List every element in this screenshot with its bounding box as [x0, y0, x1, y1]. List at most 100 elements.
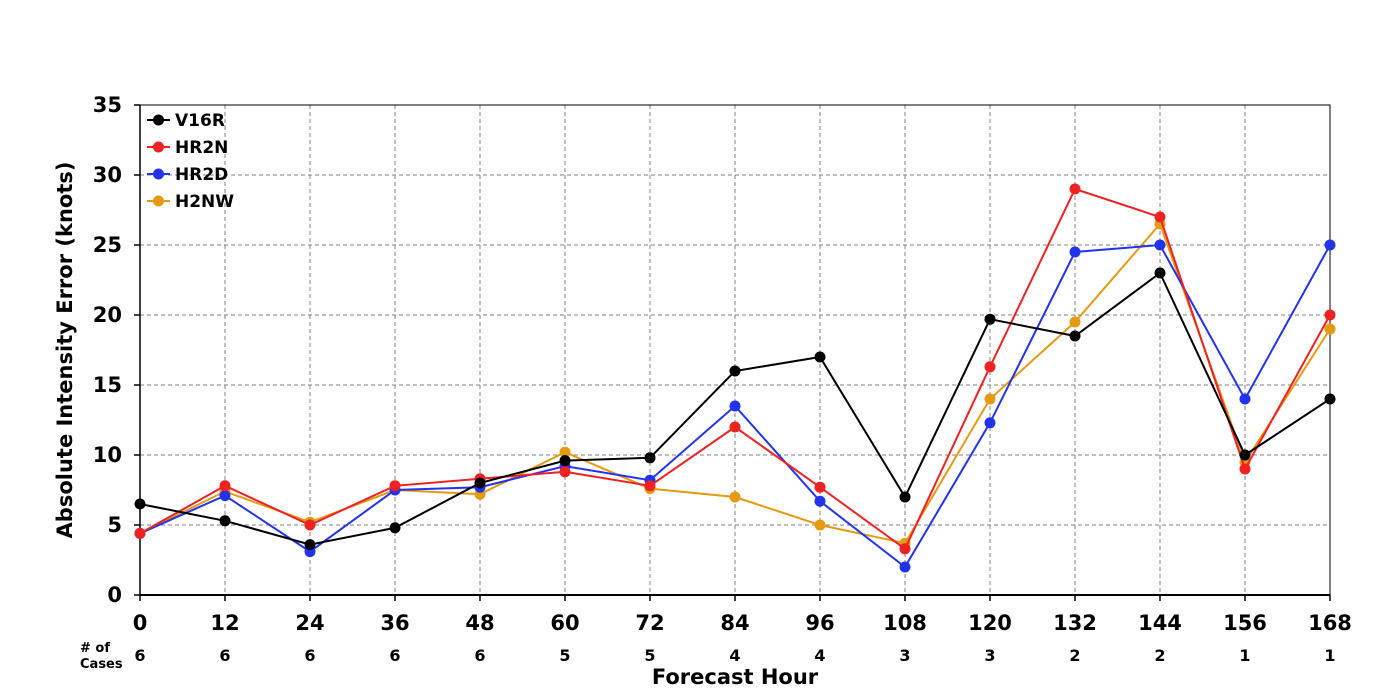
data-point — [1324, 323, 1336, 335]
legend-item-hr2n: HR2N — [147, 138, 228, 158]
legend-item-hr2d: HR2D — [147, 165, 228, 185]
data-point — [984, 417, 996, 429]
axes — [134, 104, 1331, 601]
data-point — [304, 519, 316, 531]
data-point — [134, 527, 146, 539]
data-point — [814, 495, 826, 507]
data-point — [814, 351, 826, 363]
data-point — [899, 543, 911, 555]
data-point — [559, 446, 571, 458]
x-tick-label: 168 — [1308, 611, 1352, 635]
data-point — [1239, 449, 1251, 461]
data-point — [304, 539, 316, 551]
data-point — [729, 400, 741, 412]
x-tick-label: 36 — [380, 611, 409, 635]
data-point — [899, 561, 911, 573]
legend: V16R HR2N HR2D H2NW — [147, 111, 234, 212]
y-tick-label: 30 — [93, 163, 122, 187]
y-axis-title: Absolute Intensity Error (knots) — [53, 162, 77, 539]
x-tick-label: 156 — [1223, 611, 1267, 635]
data-point — [1069, 183, 1081, 195]
x-tick-label: 48 — [465, 611, 494, 635]
data-point — [389, 480, 401, 492]
data-point — [984, 313, 996, 325]
legend-marker — [153, 168, 164, 180]
case-count: 6 — [219, 646, 230, 665]
data-point — [644, 452, 656, 464]
x-tick-label: 12 — [210, 611, 239, 635]
case-count: 4 — [814, 646, 825, 665]
data-point — [1324, 239, 1336, 251]
legend-label: V16R — [175, 111, 225, 131]
case-count: 6 — [134, 646, 145, 665]
x-tick-label: 132 — [1053, 611, 1097, 635]
cases-row: # of Cases 6 6 6 6 6 5 5 4 4 3 3 2 2 1 1 — [80, 641, 1336, 672]
x-axis-title: Forecast Hour — [652, 665, 819, 689]
case-count: 6 — [304, 646, 315, 665]
data-point — [1069, 330, 1081, 342]
data-point — [559, 455, 571, 467]
data-point — [1154, 239, 1166, 251]
data-point — [219, 490, 231, 502]
data-point — [474, 477, 486, 489]
legend-marker — [153, 141, 164, 153]
legend-label: HR2D — [175, 165, 228, 185]
x-tick-labels: 0 12 24 36 48 60 72 84 96 108 120 132 144 156 168 — [133, 611, 1352, 635]
data-point — [1324, 393, 1336, 405]
cases-label-line2: Cases — [80, 657, 123, 672]
data-point — [814, 481, 826, 493]
case-count: 2 — [1154, 646, 1165, 665]
data-point — [1239, 393, 1251, 405]
legend-item-v16r: V16R — [147, 111, 225, 131]
case-count: 6 — [474, 646, 485, 665]
y-tick-label: 35 — [93, 93, 122, 117]
data-point — [134, 498, 146, 510]
x-tick-label: 120 — [968, 611, 1012, 635]
y-tick-labels: 0 5 10 15 20 25 30 35 — [93, 93, 122, 607]
series-hr2n — [134, 183, 1336, 555]
data-point — [219, 480, 231, 492]
y-tick-label: 10 — [93, 443, 122, 467]
x-tick-label: 60 — [550, 611, 579, 635]
data-point — [1239, 463, 1251, 475]
x-tick-label: 96 — [805, 611, 834, 635]
case-count: 3 — [899, 646, 910, 665]
data-point — [1069, 316, 1081, 328]
y-tick-label: 20 — [93, 303, 122, 327]
series-v16r — [134, 267, 1336, 551]
series-lines — [134, 183, 1336, 573]
x-tick-label: 24 — [295, 611, 324, 635]
legend-marker — [153, 114, 164, 126]
data-point — [984, 393, 996, 405]
legend-label: HR2N — [175, 138, 228, 158]
case-count: 4 — [729, 646, 740, 665]
legend-item-h2nw: H2NW — [147, 192, 234, 212]
cases-label-line1: # of — [80, 641, 110, 656]
x-tick-label: 108 — [883, 611, 927, 635]
y-tick-label: 25 — [93, 233, 122, 257]
data-point — [559, 466, 571, 478]
data-point — [644, 480, 656, 492]
data-point — [1069, 246, 1081, 258]
case-count: 6 — [389, 646, 400, 665]
x-tick-label: 144 — [1138, 611, 1182, 635]
data-point — [814, 519, 826, 531]
data-point — [984, 361, 996, 373]
y-tick-label: 15 — [93, 373, 122, 397]
x-tick-label: 84 — [720, 611, 749, 635]
case-count: 2 — [1069, 646, 1080, 665]
case-count: 1 — [1324, 646, 1335, 665]
data-point — [1154, 211, 1166, 223]
case-count: 5 — [644, 646, 655, 665]
legend-label: H2NW — [175, 192, 234, 212]
case-count: 5 — [559, 646, 570, 665]
data-point — [1324, 309, 1336, 321]
case-count: 1 — [1239, 646, 1250, 665]
data-point — [389, 522, 401, 534]
x-tick-label: 72 — [635, 611, 664, 635]
data-point — [729, 421, 741, 433]
case-count: 3 — [984, 646, 995, 665]
y-tick-label: 5 — [107, 513, 122, 537]
data-point — [219, 515, 231, 527]
